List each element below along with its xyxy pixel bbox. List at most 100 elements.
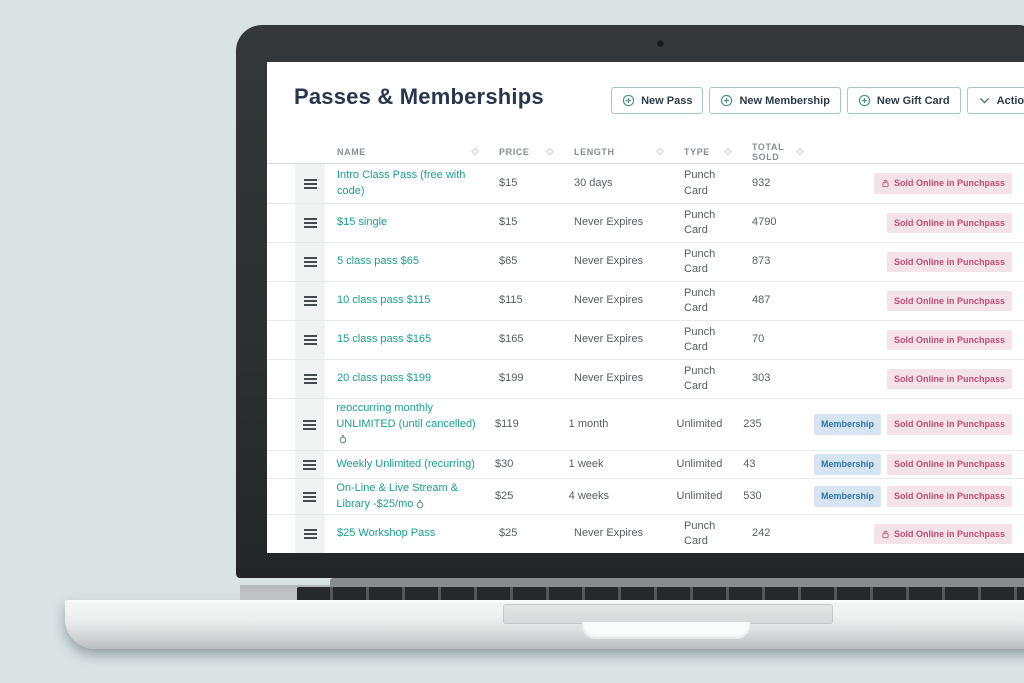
pass-name-link[interactable]: 15 class pass $165 <box>337 333 432 346</box>
actions-label: Actions <box>996 94 1024 107</box>
app-header: Passes & Memberships New Pass New Member… <box>294 84 1024 114</box>
sort-icon[interactable]: ◇ <box>546 146 554 156</box>
badges-cell: Sold Online in Punchpass <box>824 173 1012 194</box>
price-cell: $119 <box>495 417 519 430</box>
badges-cell: Sold Online in Punchpass <box>824 290 1012 312</box>
type-cell: Punch Card <box>684 247 716 275</box>
pass-name-link[interactable]: 10 class pass $115 <box>337 294 431 307</box>
drag-handle[interactable] <box>295 321 325 359</box>
header-label: NAME <box>337 146 366 157</box>
pass-name-link[interactable]: Weekly Unlimited (recurring) <box>336 457 475 470</box>
drag-handle[interactable] <box>295 399 325 450</box>
badges-cell: Sold Online in Punchpass <box>824 368 1012 390</box>
badge-label: Membership <box>820 491 874 502</box>
new-gift-card-button[interactable]: New Gift Card <box>846 87 961 114</box>
badge-label: Sold Online in Punchpass <box>893 459 1005 470</box>
sold-online-badge: Sold Online in Punchpass <box>886 329 1012 351</box>
new-membership-button[interactable]: New Membership <box>709 87 841 114</box>
sort-icon[interactable]: ◇ <box>656 146 664 156</box>
badge-label: Sold Online in Punchpass <box>893 373 1005 384</box>
badges-cell: Sold Online in Punchpass <box>824 212 1012 234</box>
drag-handle[interactable] <box>295 360 325 398</box>
sold-online-badge: Sold Online in Punchpass <box>886 368 1012 390</box>
passes-memberships-app: Passes & Memberships New Pass New Member… <box>267 62 1024 553</box>
badges-cell: Membership Sold Online in Punchpass <box>813 486 1012 507</box>
table-row: Intro Class Pass (free with code) $15 30… <box>267 164 1024 204</box>
type-cell: Punch Card <box>684 519 716 547</box>
pass-name-link[interactable]: $15 single <box>337 216 388 229</box>
table-row: 15 class pass $165 $165 Never Expires Pu… <box>267 321 1024 360</box>
type-cell: Punch Card <box>684 169 716 197</box>
type-cell: Punch Card <box>684 364 716 392</box>
membership-badge: Membership <box>813 454 881 475</box>
pass-name-link[interactable]: Intro Class Pass (free with code) <box>337 168 466 197</box>
handle-column-header <box>295 140 325 163</box>
drag-handle-icon <box>303 178 317 189</box>
laptop-lid: Passes & Memberships New Pass New Member… <box>236 25 1024 578</box>
length-cell: 1 month <box>568 417 609 430</box>
total-sold-cell: 873 <box>752 255 771 268</box>
badge-label: Sold Online in Punchpass <box>893 178 1005 189</box>
pass-name-link[interactable]: reoccurring monthly UNLIMITED (until can… <box>336 402 476 446</box>
table-row: 20 class pass $199 $199 Never Expires Pu… <box>267 360 1024 399</box>
drag-handle-icon <box>303 335 317 345</box>
price-cell: $15 <box>499 176 518 189</box>
type-cell: Punch Card <box>684 325 716 353</box>
drag-handle[interactable] <box>295 479 325 514</box>
sort-icon[interactable]: ◇ <box>471 146 479 156</box>
drag-handle[interactable] <box>295 451 325 478</box>
table-row: $15 single $15 Never Expires Punch Card … <box>267 204 1024 243</box>
length-cell: Never Expires <box>574 294 644 307</box>
pass-name-link[interactable]: $25 Workshop Pass <box>337 527 436 540</box>
pass-name-label: On-Line & Live Stream & Library -$25/mo <box>336 481 459 510</box>
drag-handle-icon <box>303 218 317 228</box>
pass-name-link[interactable]: 5 class pass $65 <box>337 255 419 268</box>
price-cell: $25 <box>495 489 514 502</box>
sold-online-badge: Sold Online in Punchpass <box>886 414 1012 435</box>
badge-label: Sold Online in Punchpass <box>893 528 1005 539</box>
column-header-type: TYPE ◇ <box>684 146 740 157</box>
sold-online-badge: Sold Online in Punchpass <box>886 454 1012 475</box>
laptop-trackpad <box>503 604 833 624</box>
sold-online-badge: Sold Online in Punchpass <box>886 486 1012 507</box>
lock-icon <box>882 530 889 538</box>
total-sold-cell: 487 <box>752 294 771 307</box>
pass-name-link[interactable]: 20 class pass $199 <box>337 372 432 385</box>
new-gift-card-label: New Gift Card <box>876 94 950 107</box>
length-cell: Never Expires <box>574 527 644 540</box>
type-cell: Unlimited <box>676 489 723 502</box>
drag-handle[interactable] <box>295 282 325 320</box>
sort-icon[interactable]: ◇ <box>796 146 804 156</box>
pass-name-link[interactable]: On-Line & Live Stream & Library -$25/mo <box>336 482 458 510</box>
page-title: Passes & Memberships <box>294 84 544 109</box>
total-sold-cell: 235 <box>743 417 762 430</box>
drag-handle[interactable] <box>295 204 325 242</box>
price-cell: $165 <box>499 333 524 346</box>
plus-circle-icon <box>721 94 733 107</box>
sort-icon[interactable]: ◇ <box>724 146 732 156</box>
length-cell: Never Expires <box>574 372 644 385</box>
table-row: reoccurring monthly UNLIMITED (until can… <box>267 399 1024 451</box>
badges-cell: Membership Sold Online in Punchpass <box>813 414 1012 435</box>
drag-handle-icon <box>303 459 317 470</box>
table-row: $25 Workshop Pass $25 Never Expires Punc… <box>267 515 1024 553</box>
length-cell: Never Expires <box>574 216 644 229</box>
badge-label: Sold Online in Punchpass <box>893 334 1005 345</box>
laptop-screen: Passes & Memberships New Pass New Member… <box>267 62 1024 553</box>
passes-table: NAME ◇ PRICE ◇ LENGTH ◇ TYPE ◇ TOTAL SOLD ◇ I… <box>267 140 1024 553</box>
drag-handle[interactable] <box>295 515 325 553</box>
new-pass-button[interactable]: New Pass <box>611 87 704 114</box>
price-cell: $15 <box>499 216 518 229</box>
badges-cell: Sold Online in Punchpass <box>824 523 1012 545</box>
drag-handle[interactable] <box>295 243 325 281</box>
column-header-total-sold: TOTAL SOLD ◇ <box>752 142 812 162</box>
pass-icon <box>340 435 347 444</box>
actions-button[interactable]: Actions <box>966 87 1024 114</box>
sold-online-badge: Sold Online in Punchpass <box>886 212 1012 234</box>
drag-handle[interactable] <box>295 164 325 203</box>
total-sold-cell: 4790 <box>752 216 777 229</box>
badges-cell: Membership Sold Online in Punchpass <box>813 454 1012 475</box>
drag-handle-icon <box>303 296 317 306</box>
total-sold-cell: 43 <box>743 457 756 470</box>
price-cell: $25 <box>499 527 518 540</box>
